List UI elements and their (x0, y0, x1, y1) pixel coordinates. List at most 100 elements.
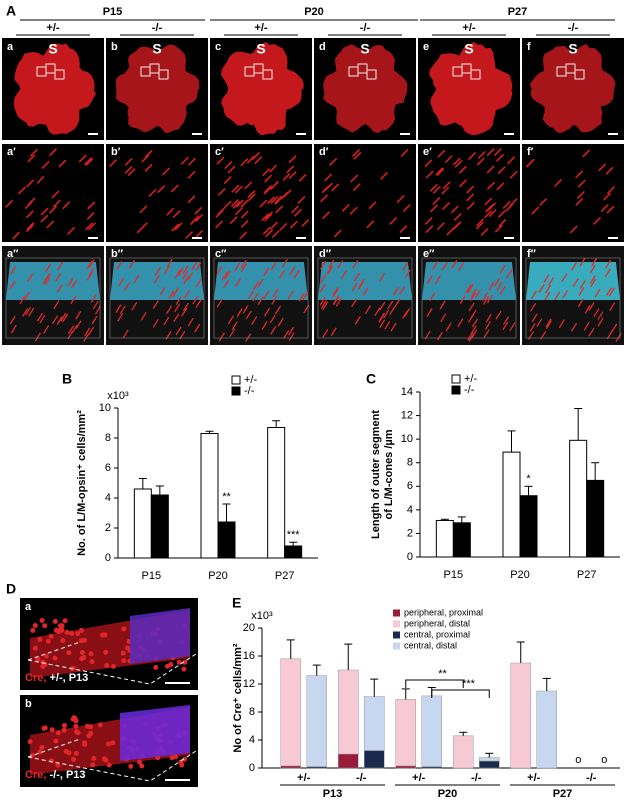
y-tick-label: 12 (243, 678, 255, 690)
nuclear-layer (6, 262, 100, 300)
cell (42, 623, 48, 629)
cone (509, 322, 516, 332)
orientation-label: S (152, 41, 161, 57)
cone (174, 222, 183, 231)
annotation: o (601, 754, 607, 766)
cone (531, 313, 538, 323)
cone (396, 195, 405, 203)
cone (288, 171, 297, 179)
cell (137, 759, 143, 765)
cell (40, 663, 46, 669)
cone (124, 166, 133, 174)
cone (148, 189, 157, 197)
cone (477, 151, 486, 159)
cone (320, 260, 327, 270)
cell (60, 637, 66, 643)
comparison-bracket (405, 679, 464, 688)
cell (61, 723, 67, 729)
cone (34, 332, 41, 342)
y-tick-label: 2 (407, 527, 413, 539)
cone (247, 155, 255, 164)
cone (183, 289, 190, 299)
cone (458, 165, 467, 174)
roi-box (149, 63, 160, 74)
y-tick-label: 8 (407, 457, 413, 469)
cone (36, 175, 45, 184)
cone (330, 327, 337, 337)
cone (216, 156, 225, 165)
y-tick-label: 0 (407, 551, 413, 563)
cone (429, 292, 436, 302)
cone (354, 316, 361, 325)
y-tick-label: 6 (407, 480, 413, 492)
cone (467, 314, 475, 323)
cone (224, 200, 232, 209)
cone (561, 273, 568, 283)
cone (227, 165, 236, 174)
cone (589, 278, 597, 288)
significance: ** (222, 491, 231, 503)
cone (166, 207, 174, 216)
annotation: o (575, 754, 581, 766)
cone (217, 188, 226, 196)
bar-segment (280, 658, 301, 767)
cone (265, 211, 273, 220)
cone (224, 270, 231, 280)
cone (588, 327, 595, 337)
cell (89, 659, 95, 665)
cell (169, 755, 175, 761)
cone (171, 223, 180, 232)
cone (23, 291, 31, 301)
cone (362, 287, 369, 296)
cone (442, 202, 450, 210)
cone (437, 149, 446, 158)
panel-label: B (62, 371, 72, 387)
cone (582, 149, 590, 158)
image-label: c (215, 41, 221, 53)
y-tick-label: 16 (243, 650, 255, 662)
cone (270, 182, 278, 190)
cone (485, 313, 492, 323)
cone (394, 298, 401, 308)
cone (470, 325, 477, 334)
cone (366, 220, 375, 229)
y-tick-label: 0 (249, 762, 255, 774)
image-label: e (423, 41, 429, 53)
cone (485, 320, 492, 330)
cone (75, 310, 82, 320)
cone (324, 173, 332, 182)
cone (530, 302, 537, 312)
legend-label: peripheral, proximal (404, 607, 483, 617)
bar-segment (479, 757, 500, 762)
cone (240, 158, 249, 167)
cone (26, 210, 34, 219)
cone (192, 295, 199, 305)
y-axis-label: No. of L/M-opsin⁺ cells/mm² (76, 410, 88, 556)
cone (235, 207, 243, 215)
cone (194, 323, 201, 333)
bar-segment (364, 750, 385, 769)
cone (170, 184, 179, 193)
cone (261, 321, 268, 330)
roi-box (470, 69, 481, 80)
bar (452, 522, 471, 558)
cone (52, 315, 59, 324)
cone (236, 308, 243, 317)
cone (569, 225, 578, 234)
cone (562, 289, 569, 299)
cone (265, 229, 273, 238)
cone (182, 265, 189, 275)
cell (57, 623, 63, 629)
cone (291, 205, 299, 214)
cone (353, 272, 360, 282)
cone (117, 312, 124, 322)
cone (262, 227, 271, 235)
cell (78, 638, 84, 644)
cone (278, 269, 286, 279)
cone (78, 154, 87, 163)
cone (127, 168, 136, 176)
cone (234, 185, 243, 194)
cell (97, 722, 103, 728)
cone (275, 205, 284, 214)
